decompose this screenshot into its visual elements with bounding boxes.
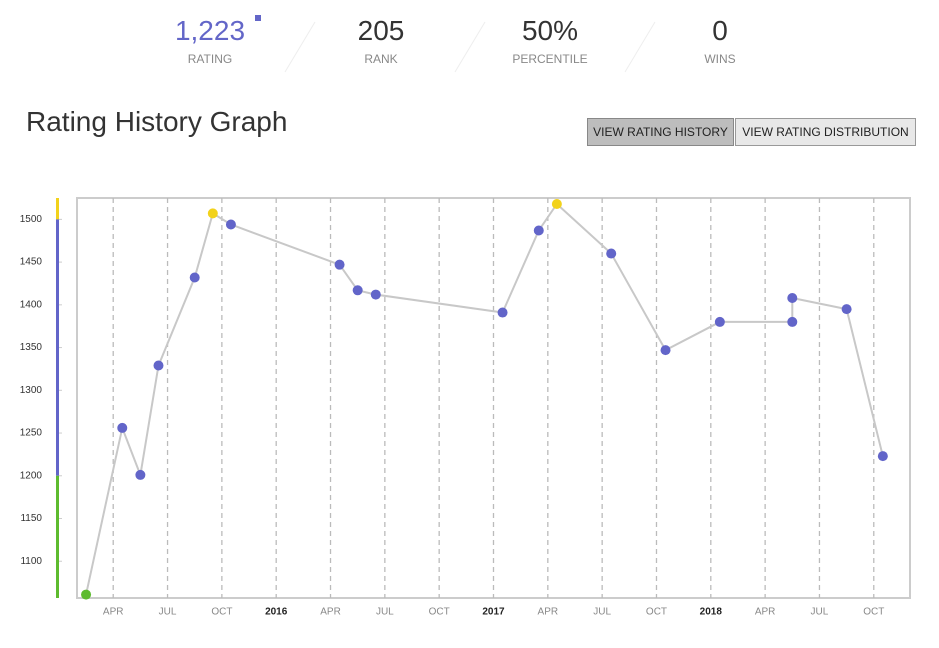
rating-point (497, 307, 508, 318)
stat: 1,223 RATING (140, 14, 280, 66)
y-tick-label: 1500 (20, 214, 43, 225)
x-tick-label: APR (538, 607, 559, 618)
stat: 205 RANK (311, 14, 451, 66)
separator (454, 21, 486, 73)
rating-line (85, 202, 884, 595)
y-tick-label: 1250 (20, 428, 43, 439)
x-tick-label: 2016 (265, 607, 288, 618)
stat-value: 0 (712, 15, 728, 46)
stat-label: RATING (187, 52, 233, 66)
rating-marker (255, 15, 261, 21)
rating-point (225, 219, 236, 230)
y-tick-label: 1150 (20, 513, 42, 524)
rating-point (714, 316, 725, 327)
stat: 50% PERCENTILE (480, 14, 620, 66)
x-tick-label: 2018 (700, 607, 723, 618)
x-tick-label: JUL (376, 607, 394, 618)
stat-label: PERCENTILE (512, 52, 588, 66)
rating-band (56, 198, 59, 220)
rating-point (787, 293, 798, 303)
y-tick-label: 1200 (20, 470, 43, 481)
x-tick-label: OCT (646, 607, 667, 618)
rating-point (551, 198, 562, 209)
x-tick-label: JUL (159, 607, 177, 618)
rating-point (533, 225, 544, 236)
y-tick-label: 1300 (20, 385, 43, 396)
rating-point (606, 248, 617, 259)
rating-point (877, 451, 888, 462)
x-tick-label: APR (755, 607, 776, 618)
rating-band (56, 219, 59, 476)
rating-point (370, 289, 381, 300)
separator (624, 21, 656, 73)
stat-value: 205 (357, 15, 405, 46)
stat-value: 1,223 (174, 15, 246, 46)
section-title: Rating History Graph (26, 106, 288, 137)
y-tick-label: 1450 (20, 257, 43, 268)
separators (284, 21, 656, 73)
view-history-button[interactable]: VIEW RATING HISTORY (587, 118, 734, 146)
x-tick-label: JUL (593, 607, 611, 618)
x-tick-label: APR (320, 607, 341, 618)
rating-point (117, 422, 128, 433)
rating-point (135, 469, 146, 480)
view-distribution-button[interactable]: VIEW RATING DISTRIBUTION (735, 118, 916, 146)
rating-point (207, 208, 218, 219)
chart: 1100 1150 1200 1250 1300 1350 1400 1450 1500 APR J… (20, 197, 911, 618)
rating-point (841, 304, 852, 315)
y-tick-label: 1100 (20, 556, 42, 567)
rating-point (81, 589, 92, 600)
rating-point (352, 285, 363, 296)
stat-label: WINS (704, 52, 736, 66)
rating-point (189, 272, 200, 283)
rating-point (334, 259, 345, 270)
separator (284, 21, 316, 73)
x-tick-label: OCT (429, 607, 450, 618)
stat-label: RANK (364, 52, 398, 66)
rating-band (56, 475, 59, 598)
y-tick-label: 1400 (20, 299, 43, 310)
rating-point (153, 360, 164, 371)
x-tick-label: 2017 (482, 607, 505, 618)
x-tick-label: OCT (211, 607, 232, 618)
stat: 0 WINS (650, 14, 790, 66)
x-tick-label: OCT (863, 607, 884, 618)
y-tick-label: 1350 (20, 342, 43, 353)
x-tick-label: JUL (811, 607, 829, 618)
rating-point (787, 316, 798, 327)
x-tick-label: APR (103, 607, 124, 618)
stat-value: 50% (521, 15, 579, 46)
rating-point (660, 345, 671, 356)
